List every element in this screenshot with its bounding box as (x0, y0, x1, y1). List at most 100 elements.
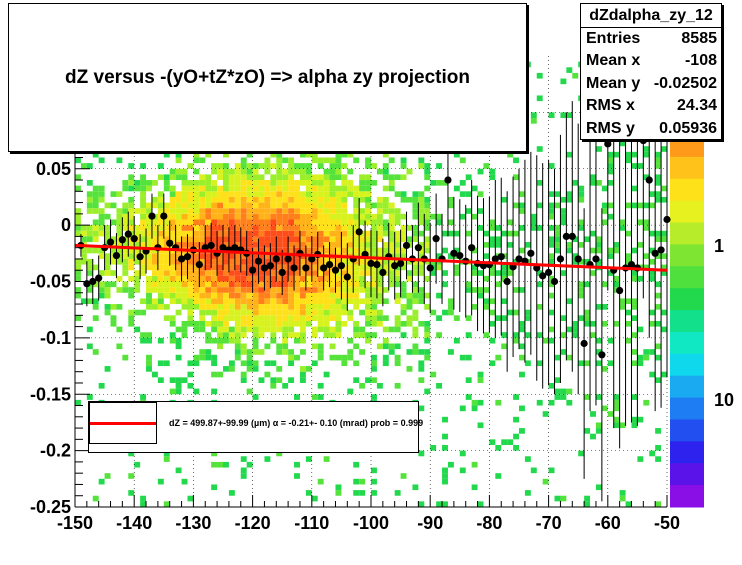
heatmap-cell (643, 202, 650, 209)
heatmap-cell (234, 236, 241, 243)
heatmap-cell (566, 242, 573, 248)
heatmap-cell (661, 371, 667, 378)
heatmap-cell (359, 349, 366, 355)
heatmap-cell (175, 382, 182, 389)
heatmap-cell (371, 281, 377, 288)
heatmap-cell (157, 242, 164, 248)
heatmap-cell (394, 253, 401, 259)
heatmap-cell (199, 236, 206, 243)
heatmap-cell (637, 275, 644, 282)
heatmap-cell (294, 332, 300, 338)
heatmap-cell (649, 230, 656, 237)
heatmap-cell (134, 185, 141, 192)
heatmap-cell (376, 309, 383, 316)
heatmap-cell (471, 304, 478, 310)
heatmap-cell (471, 264, 478, 271)
heatmap-cell (418, 292, 425, 299)
heatmap-cell (341, 281, 348, 288)
heatmap-cell (590, 332, 596, 338)
heatmap-cell (649, 275, 656, 282)
heatmap-cell (217, 258, 223, 265)
heatmap-cell (151, 236, 158, 243)
heatmap-cell (430, 270, 437, 276)
heatmap-cell (329, 258, 336, 265)
heatmap-cell (619, 304, 626, 310)
heatmap-cell (240, 275, 247, 282)
heatmap-cell (175, 213, 182, 220)
heatmap-cell (649, 371, 656, 378)
heatmap-cell (418, 270, 425, 276)
heatmap-cell (288, 247, 295, 254)
heatmap-cell (299, 174, 306, 181)
heatmap-cell (317, 478, 324, 485)
heatmap-cell (495, 315, 502, 321)
heatmap-cell (347, 264, 354, 271)
heatmap-cell (376, 275, 383, 282)
heatmap-cell (193, 151, 200, 158)
heatmap-cell (371, 264, 377, 271)
heatmap-cell (252, 208, 259, 214)
y-tick-label: 0 (61, 215, 71, 235)
heatmap-cell (228, 270, 235, 276)
heatmap-cell (365, 180, 371, 186)
profile-point (254, 257, 263, 265)
heatmap-cell (217, 287, 223, 293)
heatmap-cell (294, 304, 300, 310)
heatmap-cell (335, 320, 342, 327)
heatmap-cell (187, 196, 194, 203)
heatmap-cell (270, 304, 277, 310)
heatmap-cell (146, 253, 152, 259)
heatmap-cell (376, 281, 383, 288)
heatmap-cell (181, 213, 188, 220)
heatmap-cell (453, 264, 460, 271)
heatmap-cell (211, 337, 218, 344)
heatmap-cell (258, 180, 265, 186)
heatmap-cell (595, 146, 602, 152)
heatmap-cell (276, 343, 283, 350)
heatmap-cell (329, 343, 336, 350)
heatmap-cell (193, 191, 200, 197)
heatmap-cell (376, 219, 383, 226)
heatmap-cell (116, 208, 123, 214)
heatmap-cell (223, 230, 229, 237)
heatmap-cell (317, 236, 324, 243)
heatmap-cell (181, 174, 188, 181)
heatmap-cell (234, 349, 241, 355)
heatmap-cell (234, 354, 241, 361)
heatmap-cell (234, 320, 241, 327)
heatmap-cell (430, 309, 437, 316)
heatmap-cell (276, 213, 283, 220)
heatmap-cell (211, 484, 218, 491)
heatmap-cell (299, 236, 306, 243)
heatmap-cell (329, 309, 336, 316)
heatmap-cell (317, 174, 324, 181)
heatmap-cell (80, 247, 87, 254)
heatmap-cell (394, 326, 401, 333)
heatmap-cell (607, 253, 614, 259)
heatmap-cell (519, 326, 525, 333)
heatmap-cell (406, 196, 413, 203)
heatmap-cell (595, 422, 602, 429)
heatmap-cell (595, 304, 602, 310)
heatmap-cell (151, 298, 158, 305)
heatmap-cell (193, 230, 200, 237)
heatmap-cell (412, 332, 419, 338)
heatmap-cell (199, 292, 206, 299)
heatmap-cell (607, 202, 614, 209)
heatmap-cell (347, 242, 354, 248)
heatmap-cell (601, 281, 608, 288)
heatmap-cell (625, 501, 632, 507)
heatmap-cell (607, 157, 614, 164)
heatmap-cell (234, 242, 241, 248)
stats-value: -108 (684, 52, 717, 70)
heatmap-cell (217, 371, 223, 378)
heatmap-cell (86, 191, 93, 197)
heatmap-cell (246, 185, 253, 192)
heatmap-cell (317, 382, 324, 389)
heatmap-cell (234, 225, 241, 231)
heatmap-cell (305, 236, 312, 243)
heatmap-cell (317, 394, 324, 400)
heatmap-cell (347, 247, 354, 254)
heatmap-cell (323, 270, 330, 276)
heatmap-cell (347, 281, 354, 288)
